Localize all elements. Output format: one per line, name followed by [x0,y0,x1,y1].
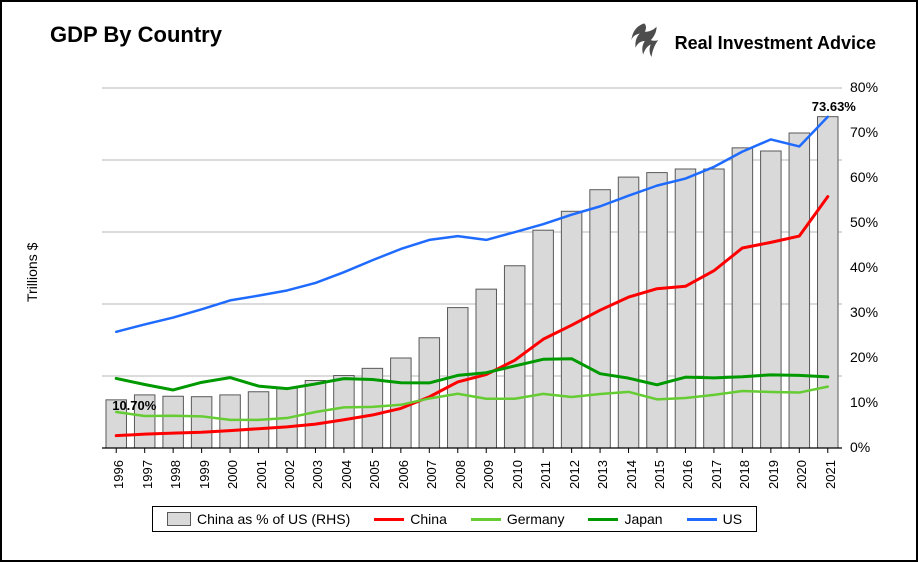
bar [789,133,809,448]
x-tick: 2000 [225,460,240,489]
annotation-start: 10.70% [112,398,156,413]
bar [818,117,838,448]
bar [704,169,724,448]
x-tick: 1996 [111,460,126,489]
x-tick: 2002 [282,460,297,489]
x-tick: 2004 [339,460,354,489]
legend-label: Japan [624,511,662,527]
legend-label: Germany [507,511,565,527]
legend-item: Japan [588,511,662,527]
x-tick: 2012 [567,460,582,489]
legend-label: US [723,511,742,527]
bar [476,289,496,448]
x-tick: 2005 [367,460,382,489]
x-tick: 2014 [624,460,639,489]
x-tick: 2020 [794,460,809,489]
legend-item: China [374,511,447,527]
legend-item: US [687,511,742,527]
bar [761,151,781,448]
x-tick: 2010 [510,460,525,489]
legend-label: China [410,511,447,527]
bar [732,148,752,448]
annotation-end: 73.63% [812,99,856,114]
x-tick: 2017 [709,460,724,489]
legend-label: China as % of US (RHS) [197,511,350,527]
bar [647,173,667,448]
x-tick: 2008 [453,460,468,489]
x-tick: 2018 [737,460,752,489]
x-tick: 2011 [538,461,553,489]
x-tick: 2007 [424,460,439,489]
legend-item: China as % of US (RHS) [167,511,350,527]
x-tick: 2019 [766,460,781,489]
x-tick: 2016 [680,460,695,489]
x-tick: 2006 [396,460,411,489]
x-tick: 2015 [652,460,667,489]
bar [618,177,638,448]
bar [334,376,354,448]
bar [590,190,610,448]
bar [191,397,211,448]
legend-swatch-line [374,518,404,521]
x-tick: 2003 [310,460,325,489]
x-tick: 2001 [254,460,269,489]
legend: China as % of US (RHS) China Germany Japan U… [152,506,757,532]
bar [220,395,240,448]
x-tick: 1998 [168,460,183,489]
legend-item: Germany [471,511,565,527]
bar [675,169,695,448]
legend-swatch-line [471,518,501,521]
bar [163,396,183,448]
legend-swatch-line [687,518,717,521]
legend-swatch-bar [167,512,191,526]
x-tick: 2021 [823,460,838,489]
x-tick: 1999 [197,460,212,489]
x-tick: 1997 [140,460,155,489]
bar [504,266,524,448]
chart-container: GDP By Country Real Investment Advice Tr… [0,0,918,562]
x-tick: 2009 [481,460,496,489]
x-tick: 2013 [595,460,610,489]
legend-swatch-line [588,518,618,521]
